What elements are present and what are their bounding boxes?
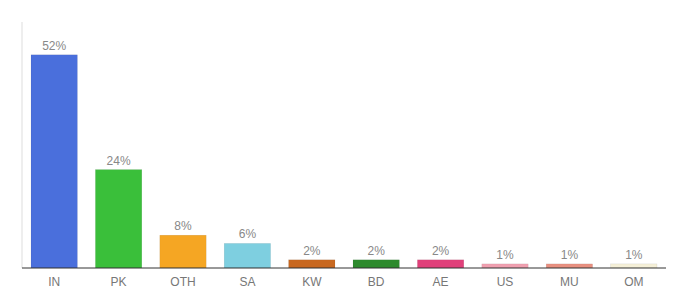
- x-tick-label: OM: [624, 275, 643, 289]
- x-axis-line: [22, 268, 666, 269]
- x-tick-label: BD: [368, 275, 385, 289]
- chart-svg: 52% 24% 8% 6% 2% 2% 2% 1% 1% 1% IN PK OTH SA KW BD AE US M…: [0, 0, 680, 300]
- bar: [95, 170, 141, 268]
- chart-container: 52% 24% 8% 6% 2% 2% 2% 1% 1% 1% IN PK OTH SA KW BD AE US M…: [0, 0, 680, 300]
- y-axis-line: [22, 22, 23, 268]
- data-label: 24%: [107, 154, 131, 168]
- data-label: 2%: [432, 244, 450, 258]
- data-label: 52%: [42, 39, 66, 53]
- bar: [353, 260, 399, 268]
- bar: [31, 55, 77, 268]
- bar: [482, 264, 528, 268]
- x-tick-label: IN: [48, 275, 60, 289]
- bar: [224, 243, 270, 268]
- data-label: 1%: [561, 248, 579, 262]
- bar: [611, 264, 657, 268]
- x-tick-label: SA: [239, 275, 255, 289]
- x-tick-label: OTH: [170, 275, 195, 289]
- data-label: 1%: [625, 248, 643, 262]
- x-tick-label: US: [497, 275, 514, 289]
- x-tick-label: AE: [433, 275, 449, 289]
- data-label: 8%: [174, 219, 192, 233]
- x-tick-label: MU: [560, 275, 579, 289]
- data-label: 1%: [496, 248, 514, 262]
- data-label: 6%: [239, 227, 257, 241]
- data-label: 2%: [368, 244, 386, 258]
- bar: [417, 260, 463, 268]
- bar: [289, 260, 335, 268]
- x-tick-label: PK: [111, 275, 127, 289]
- x-tick-label: KW: [302, 275, 322, 289]
- bar: [160, 235, 206, 268]
- data-label: 2%: [303, 244, 321, 258]
- bars: [31, 55, 657, 268]
- bar: [546, 264, 592, 268]
